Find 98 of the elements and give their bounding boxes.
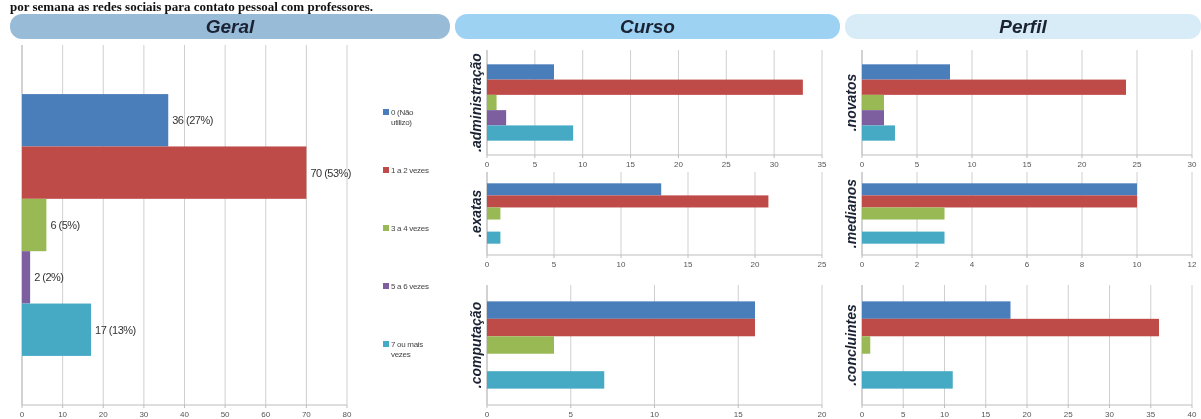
x-tick-label: 25 xyxy=(721,160,732,169)
bar xyxy=(862,94,884,111)
bar xyxy=(487,64,554,80)
bar xyxy=(487,336,554,354)
bar xyxy=(22,198,47,252)
x-tick-label: 5 xyxy=(551,260,557,269)
bar xyxy=(22,94,169,147)
x-tick-label: 5 xyxy=(901,410,907,419)
x-tick-label: 30 xyxy=(1187,160,1197,169)
x-tick-label: 5 xyxy=(532,160,538,169)
x-tick-label: 30 xyxy=(1105,410,1115,419)
bar xyxy=(487,110,507,126)
x-tick-label: 25 xyxy=(817,260,827,269)
chart-title: Perfil xyxy=(999,16,1048,37)
x-tick-label: 0 xyxy=(484,160,490,169)
bar xyxy=(862,110,884,126)
bar xyxy=(862,79,1126,95)
x-tick-label: 35 xyxy=(817,160,827,169)
x-tick-label: 0 xyxy=(859,260,865,269)
bar xyxy=(862,336,871,354)
x-tick-label: 10 xyxy=(578,160,588,169)
x-tick-label: 30 xyxy=(139,410,149,419)
y-tick-label: .administração xyxy=(468,52,484,152)
x-tick-label: 25 xyxy=(1063,410,1074,419)
legend-label: 7 ou mais vezes xyxy=(391,340,424,359)
x-tick-label: 20 xyxy=(98,410,109,419)
x-tick-label: 0 xyxy=(859,410,865,419)
bar xyxy=(487,125,574,141)
x-tick-label: 8 xyxy=(1079,260,1085,269)
bar xyxy=(487,94,497,111)
x-tick-label: 20 xyxy=(750,260,760,269)
y-tick-label: .exatas xyxy=(468,189,484,238)
x-tick-label: 10 xyxy=(650,410,660,419)
chart-title: Curso xyxy=(620,16,675,37)
x-tick-label: 10 xyxy=(967,160,977,169)
bar xyxy=(487,207,501,220)
x-tick-label: 80 xyxy=(342,410,352,419)
data-label: 36 (27%) xyxy=(172,114,213,127)
bar xyxy=(487,371,605,389)
x-tick-label: 40 xyxy=(1187,410,1197,419)
data-label: 70 (53%) xyxy=(310,166,352,179)
x-tick-label: 5 xyxy=(914,160,920,169)
x-tick-label: 10 xyxy=(58,410,68,419)
x-tick-label: 20 xyxy=(1022,410,1032,419)
y-tick-label: .concluintes xyxy=(843,303,859,386)
x-tick-label: 70 xyxy=(301,410,312,419)
bar xyxy=(487,318,755,337)
bar xyxy=(22,303,92,356)
bar xyxy=(487,195,769,208)
x-tick-label: 4 xyxy=(969,260,975,269)
bar xyxy=(862,371,953,389)
x-tick-label: 0 xyxy=(859,160,865,169)
x-tick-label: 15 xyxy=(626,160,636,169)
bar xyxy=(862,125,895,141)
data-label: 17 (13%) xyxy=(95,323,136,336)
bar xyxy=(22,146,307,199)
legend-label: 5 a 6 vezes xyxy=(391,282,429,291)
x-tick-label: 10 xyxy=(1132,260,1142,269)
chart-title: Geral xyxy=(205,16,256,37)
x-tick-label: 0 xyxy=(484,260,490,269)
x-tick-label: 20 xyxy=(1077,160,1087,169)
y-tick-label: .computação xyxy=(468,301,484,389)
bar xyxy=(862,64,950,80)
y-tick-label: .medianos xyxy=(843,178,859,249)
x-tick-label: 30 xyxy=(769,160,780,169)
x-tick-label: 15 xyxy=(683,260,693,269)
x-tick-label: 40 xyxy=(180,410,190,419)
x-tick-label: 2 xyxy=(914,260,920,269)
x-tick-label: 15 xyxy=(981,410,991,419)
bar xyxy=(862,318,1159,337)
x-tick-label: 0 xyxy=(484,410,490,419)
bar xyxy=(487,231,501,244)
legend-label: 1 a 2 vezes xyxy=(391,166,429,175)
x-tick-label: 0 xyxy=(19,410,25,419)
bar xyxy=(862,301,1011,319)
x-tick-label: 60 xyxy=(261,410,271,419)
x-tick-label: 15 xyxy=(1022,160,1032,169)
bar xyxy=(487,183,662,196)
data-label: 6 (5%) xyxy=(50,219,80,231)
x-tick-label: 20 xyxy=(673,160,684,169)
data-label: 2 (2%) xyxy=(34,271,64,284)
text: por semana as redes sociais para contato pessoal com professores. xyxy=(10,0,374,14)
bar xyxy=(22,251,31,304)
legend-label: 3 a 4 vezes xyxy=(391,224,429,233)
x-tick-label: 20 xyxy=(817,410,827,419)
y-tick-label: .novatos xyxy=(843,73,859,132)
x-tick-label: 50 xyxy=(220,410,231,419)
x-tick-label: 12 xyxy=(1187,260,1197,269)
x-tick-label: 5 xyxy=(568,410,574,419)
x-tick-label: 25 xyxy=(1132,160,1142,169)
legend-label: 0 (Não utilizo) xyxy=(391,108,415,127)
bar xyxy=(487,301,755,319)
x-tick-label: 15 xyxy=(733,410,744,419)
bar xyxy=(487,79,803,95)
x-tick-label: 10 xyxy=(940,410,950,419)
x-tick-label: 35 xyxy=(1146,410,1156,419)
x-tick-label: 10 xyxy=(616,260,626,269)
x-tick-label: 6 xyxy=(1024,260,1030,269)
